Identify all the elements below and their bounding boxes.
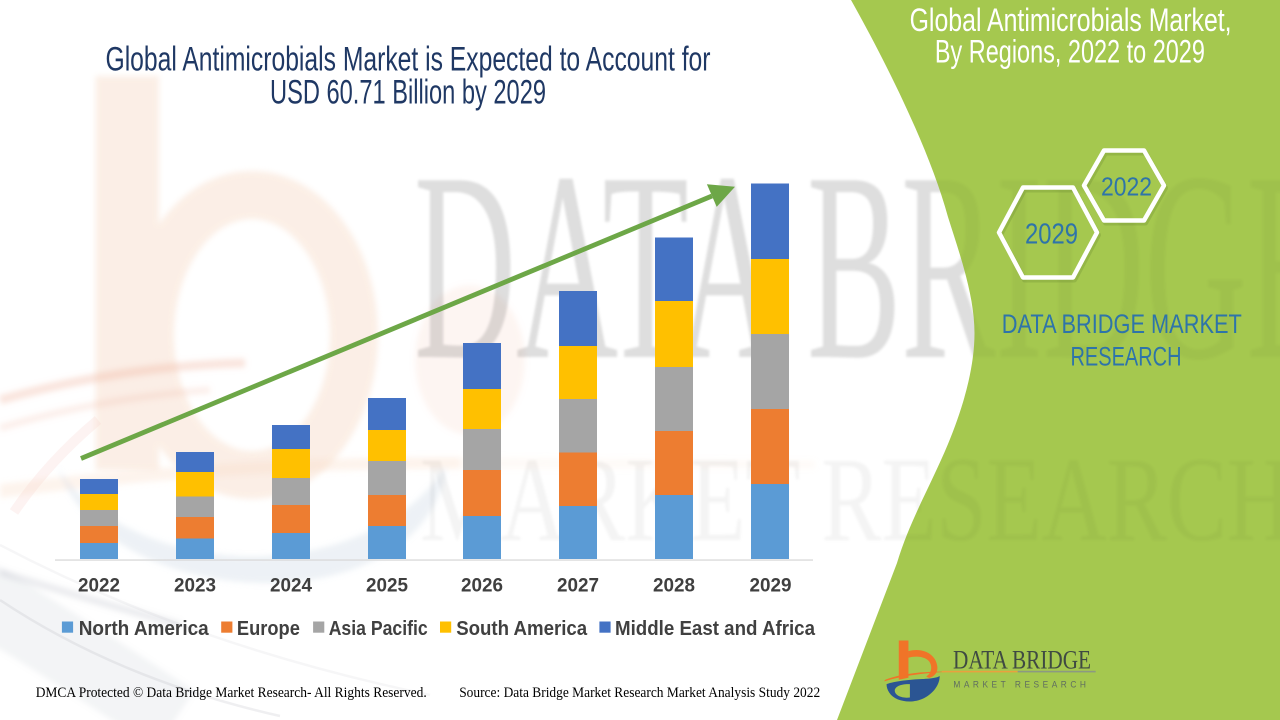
- svg-text:South America: South America: [456, 618, 588, 640]
- svg-text:2022: 2022: [1101, 172, 1152, 202]
- svg-text:DMCA Protected © Data Bridge M: DMCA Protected © Data Bridge Market Rese…: [36, 685, 427, 701]
- svg-text:2022: 2022: [78, 576, 120, 597]
- svg-text:2026: 2026: [461, 576, 503, 597]
- svg-text:Source: Data Bridge Market Res: Source: Data Bridge Market Research Mark…: [459, 685, 820, 701]
- svg-text:2025: 2025: [366, 576, 408, 597]
- svg-text:Global Antimicrobials Market i: Global Antimicrobials Market is Expected…: [106, 41, 711, 79]
- svg-text:USD 60.71 Billion by 2029: USD 60.71 Billion by 2029: [270, 74, 546, 112]
- svg-text:RESEARCH: RESEARCH: [1071, 342, 1182, 372]
- svg-text:DATA BRIDGE: DATA BRIDGE: [953, 646, 1091, 675]
- svg-text:MARKET RESEARCH: MARKET RESEARCH: [953, 680, 1089, 691]
- svg-text:2029: 2029: [750, 576, 792, 597]
- svg-text:2024: 2024: [270, 576, 312, 597]
- svg-text:Asia Pacific: Asia Pacific: [329, 618, 428, 640]
- svg-text:North America: North America: [79, 618, 210, 640]
- svg-text:2023: 2023: [174, 576, 216, 597]
- svg-text:DATA BRIDGE MARKET: DATA BRIDGE MARKET: [1002, 309, 1242, 339]
- svg-text:2027: 2027: [557, 576, 599, 597]
- svg-text:By Regions, 2022 to 2029: By Regions, 2022 to 2029: [935, 34, 1205, 70]
- svg-text:Europe: Europe: [237, 618, 300, 640]
- svg-text:2029: 2029: [1025, 218, 1078, 250]
- svg-text:2028: 2028: [653, 576, 695, 597]
- svg-text:Global Antimicrobials Market,: Global Antimicrobials Market,: [910, 2, 1232, 38]
- svg-text:Middle East and Africa: Middle East and Africa: [615, 618, 816, 640]
